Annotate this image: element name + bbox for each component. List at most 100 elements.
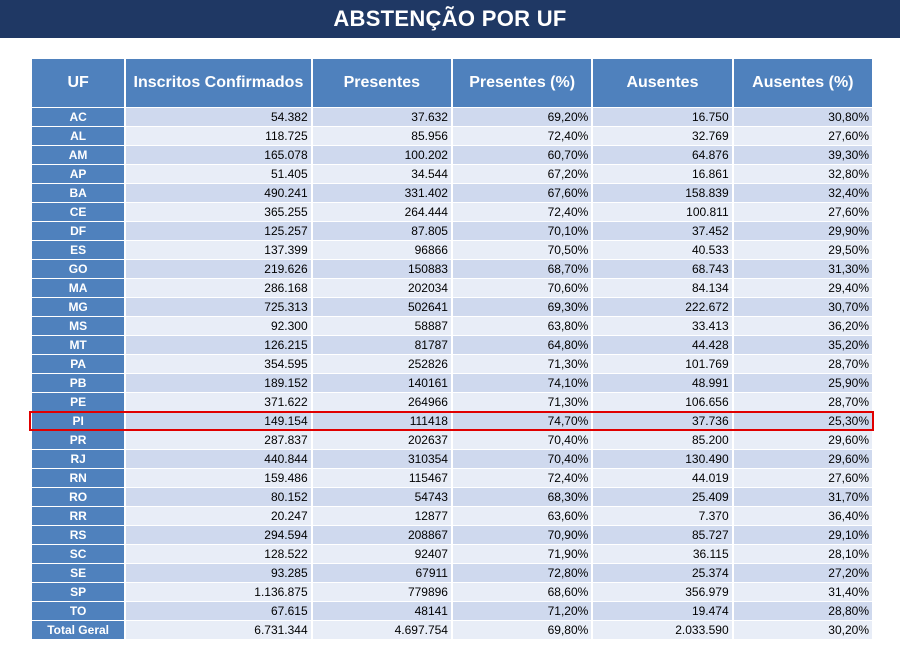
uf-cell: CE	[32, 203, 125, 221]
ausentes-cell: 44.428	[593, 336, 732, 354]
presentes-cell: 115467	[312, 469, 451, 487]
ausentes-cell: 48.991	[593, 374, 732, 392]
inscritos-cell: 92.300	[126, 317, 311, 335]
presentes-cell: 12877	[312, 507, 451, 525]
inscritos-cell: 440.844	[126, 450, 311, 468]
ausentes-cell: 64.876	[593, 146, 732, 164]
uf-cell: BA	[32, 184, 125, 202]
uf-cell: MT	[32, 336, 125, 354]
table-row: PI 149.154 111418 74,70% 37.736 25,30%	[32, 412, 872, 430]
uf-cell: TO	[32, 602, 125, 620]
presentes-cell: 37.632	[312, 108, 451, 126]
ausentes-cell: 85.727	[593, 526, 732, 544]
ausentes-pct-cell: 32,80%	[733, 165, 872, 183]
inscritos-cell: 189.152	[126, 374, 311, 392]
inscritos-cell: 128.522	[126, 545, 311, 563]
table-row: ES 137.399 96866 70,50% 40.533 29,50%	[32, 241, 872, 259]
inscritos-cell: 54.382	[126, 108, 311, 126]
ausentes-pct-cell: 30,80%	[733, 108, 872, 126]
ausentes-pct-cell: 28,10%	[733, 545, 872, 563]
presentes-cell: 208867	[312, 526, 451, 544]
ausentes-cell: 100.811	[593, 203, 732, 221]
total-presentes-pct: 69,80%	[452, 621, 592, 639]
uf-cell: RS	[32, 526, 125, 544]
ausentes-pct-cell: 31,40%	[733, 583, 872, 601]
total-ausentes-pct: 30,20%	[733, 621, 872, 639]
presentes-pct-cell: 68,30%	[452, 488, 592, 506]
presentes-cell: 264966	[312, 393, 451, 411]
presentes-pct-cell: 70,50%	[452, 241, 592, 259]
ausentes-cell: 37.736	[593, 412, 732, 430]
table-row: RR 20.247 12877 63,60% 7.370 36,40%	[32, 507, 872, 525]
table-row: SP 1.136.875 779896 68,60% 356.979 31,40%	[32, 583, 872, 601]
presentes-cell: 252826	[312, 355, 451, 373]
presentes-pct-cell: 71,30%	[452, 355, 592, 373]
presentes-pct-cell: 70,40%	[452, 431, 592, 449]
table-row: MT 126.215 81787 64,80% 44.428 35,20%	[32, 336, 872, 354]
presentes-pct-cell: 71,30%	[452, 393, 592, 411]
presentes-pct-cell: 71,90%	[452, 545, 592, 563]
ausentes-cell: 85.200	[593, 431, 732, 449]
presentes-cell: 140161	[312, 374, 451, 392]
column-header-ausentes: Ausentes	[593, 59, 732, 107]
table-row: AL 118.725 85.956 72,40% 32.769 27,60%	[32, 127, 872, 145]
presentes-cell: 111418	[312, 412, 451, 430]
presentes-pct-cell: 67,60%	[452, 184, 592, 202]
presentes-cell: 85.956	[312, 127, 451, 145]
presentes-cell: 34.544	[312, 165, 451, 183]
uf-cell: MA	[32, 279, 125, 297]
presentes-pct-cell: 69,30%	[452, 298, 592, 316]
uf-cell: SE	[32, 564, 125, 582]
table-row: PE 371.622 264966 71,30% 106.656 28,70%	[32, 393, 872, 411]
ausentes-pct-cell: 25,90%	[733, 374, 872, 392]
presentes-cell: 48141	[312, 602, 451, 620]
table-row: AP 51.405 34.544 67,20% 16.861 32,80%	[32, 165, 872, 183]
ausentes-pct-cell: 36,40%	[733, 507, 872, 525]
table-row: BA 490.241 331.402 67,60% 158.839 32,40%	[32, 184, 872, 202]
column-header-presentes-pct: Presentes (%)	[452, 59, 592, 107]
presentes-cell: 150883	[312, 260, 451, 278]
page-title: ABSTENÇÃO POR UF	[0, 0, 900, 38]
total-label: Total Geral	[32, 621, 125, 639]
table-row: GO 219.626 150883 68,70% 68.743 31,30%	[32, 260, 872, 278]
ausentes-pct-cell: 29,10%	[733, 526, 872, 544]
ausentes-pct-cell: 29,60%	[733, 450, 872, 468]
presentes-cell: 96866	[312, 241, 451, 259]
ausentes-cell: 36.115	[593, 545, 732, 563]
inscritos-cell: 125.257	[126, 222, 311, 240]
uf-cell: RN	[32, 469, 125, 487]
ausentes-pct-cell: 31,70%	[733, 488, 872, 506]
table-row: MA 286.168 202034 70,60% 84.134 29,40%	[32, 279, 872, 297]
column-header-inscritos: Inscritos Confirmados	[126, 59, 311, 107]
presentes-pct-cell: 60,70%	[452, 146, 592, 164]
presentes-cell: 100.202	[312, 146, 451, 164]
table-row: PR 287.837 202637 70,40% 85.200 29,60%	[32, 431, 872, 449]
inscritos-cell: 159.486	[126, 469, 311, 487]
uf-cell: AL	[32, 127, 125, 145]
table-row: TO 67.615 48141 71,20% 19.474 28,80%	[32, 602, 872, 620]
ausentes-pct-cell: 27,60%	[733, 469, 872, 487]
uf-cell: MS	[32, 317, 125, 335]
presentes-cell: 58887	[312, 317, 451, 335]
table-row: RJ 440.844 310354 70,40% 130.490 29,60%	[32, 450, 872, 468]
table-row: PA 354.595 252826 71,30% 101.769 28,70%	[32, 355, 872, 373]
uf-cell: ES	[32, 241, 125, 259]
presentes-cell: 92407	[312, 545, 451, 563]
presentes-pct-cell: 63,80%	[452, 317, 592, 335]
ausentes-pct-cell: 30,70%	[733, 298, 872, 316]
presentes-cell: 87.805	[312, 222, 451, 240]
table-row: SE 93.285 67911 72,80% 25.374 27,20%	[32, 564, 872, 582]
ausentes-cell: 130.490	[593, 450, 732, 468]
inscritos-cell: 1.136.875	[126, 583, 311, 601]
column-header-ausentes-pct: Ausentes (%)	[733, 59, 872, 107]
inscritos-cell: 80.152	[126, 488, 311, 506]
total-ausentes: 2.033.590	[593, 621, 732, 639]
presentes-cell: 81787	[312, 336, 451, 354]
presentes-pct-cell: 72,40%	[452, 127, 592, 145]
presentes-pct-cell: 70,10%	[452, 222, 592, 240]
ausentes-pct-cell: 29,40%	[733, 279, 872, 297]
table-row: MG 725.313 502641 69,30% 222.672 30,70%	[32, 298, 872, 316]
ausentes-cell: 84.134	[593, 279, 732, 297]
presentes-cell: 202637	[312, 431, 451, 449]
uf-cell: GO	[32, 260, 125, 278]
